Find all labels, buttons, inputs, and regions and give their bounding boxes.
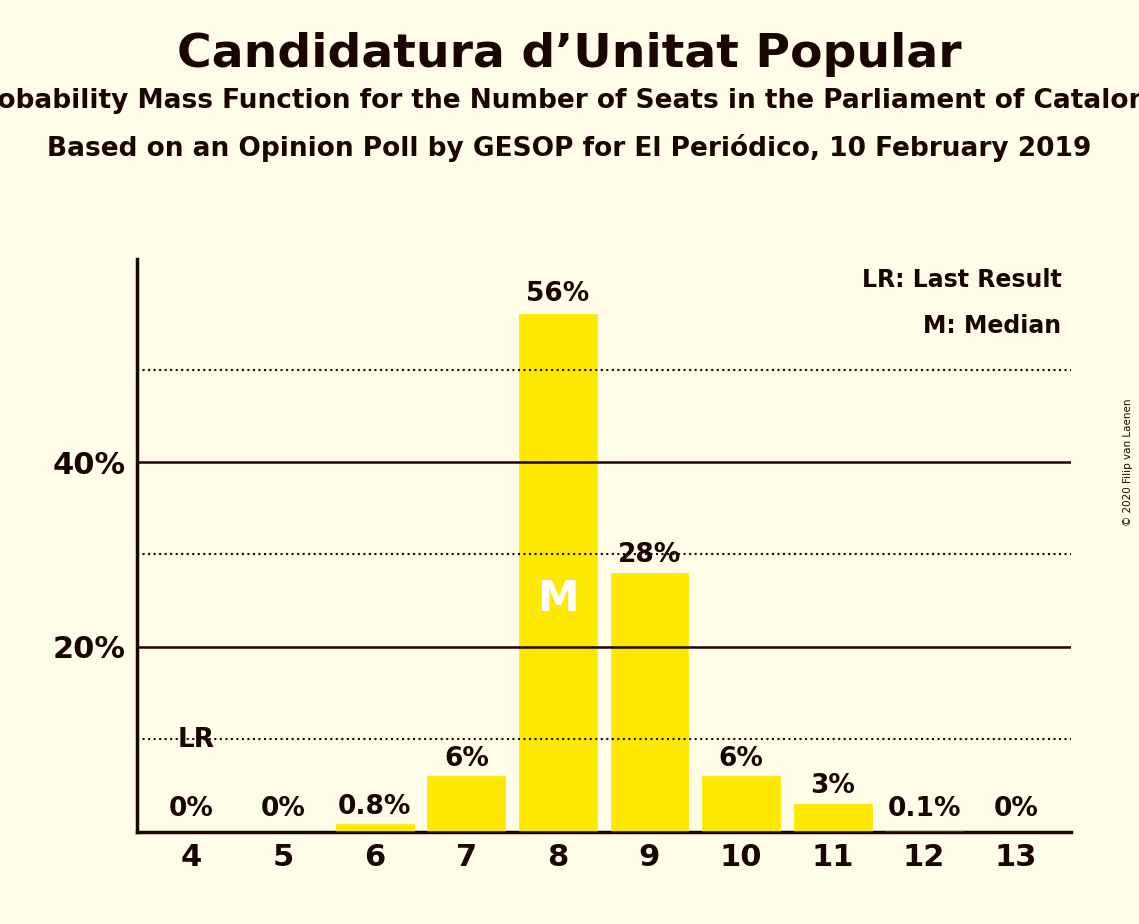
Text: M: M bbox=[538, 578, 579, 620]
Text: 0%: 0% bbox=[261, 796, 305, 822]
Text: 0.1%: 0.1% bbox=[887, 796, 961, 822]
Bar bbox=[519, 314, 597, 832]
Bar bbox=[702, 776, 780, 832]
Text: 3%: 3% bbox=[810, 773, 855, 799]
Bar bbox=[794, 804, 871, 832]
Bar bbox=[611, 573, 688, 832]
Text: LR: Last Result: LR: Last Result bbox=[862, 268, 1062, 292]
Bar bbox=[427, 776, 506, 832]
Text: 6%: 6% bbox=[444, 746, 489, 772]
Text: 0.8%: 0.8% bbox=[338, 794, 411, 820]
Text: 56%: 56% bbox=[526, 281, 590, 307]
Text: M: Median: M: Median bbox=[924, 314, 1062, 338]
Bar bbox=[336, 824, 413, 832]
Text: 28%: 28% bbox=[617, 542, 681, 568]
Bar bbox=[885, 831, 964, 832]
Text: 0%: 0% bbox=[993, 796, 1038, 822]
Text: Candidatura d’Unitat Popular: Candidatura d’Unitat Popular bbox=[178, 32, 961, 78]
Text: © 2020 Filip van Laenen: © 2020 Filip van Laenen bbox=[1123, 398, 1133, 526]
Text: LR: LR bbox=[178, 727, 215, 753]
Text: 0%: 0% bbox=[170, 796, 214, 822]
Text: Probability Mass Function for the Number of Seats in the Parliament of Catalonia: Probability Mass Function for the Number… bbox=[0, 88, 1139, 114]
Text: 6%: 6% bbox=[719, 746, 763, 772]
Text: Based on an Opinion Poll by GESOP for El Periódico, 10 February 2019: Based on an Opinion Poll by GESOP for El… bbox=[48, 134, 1091, 162]
